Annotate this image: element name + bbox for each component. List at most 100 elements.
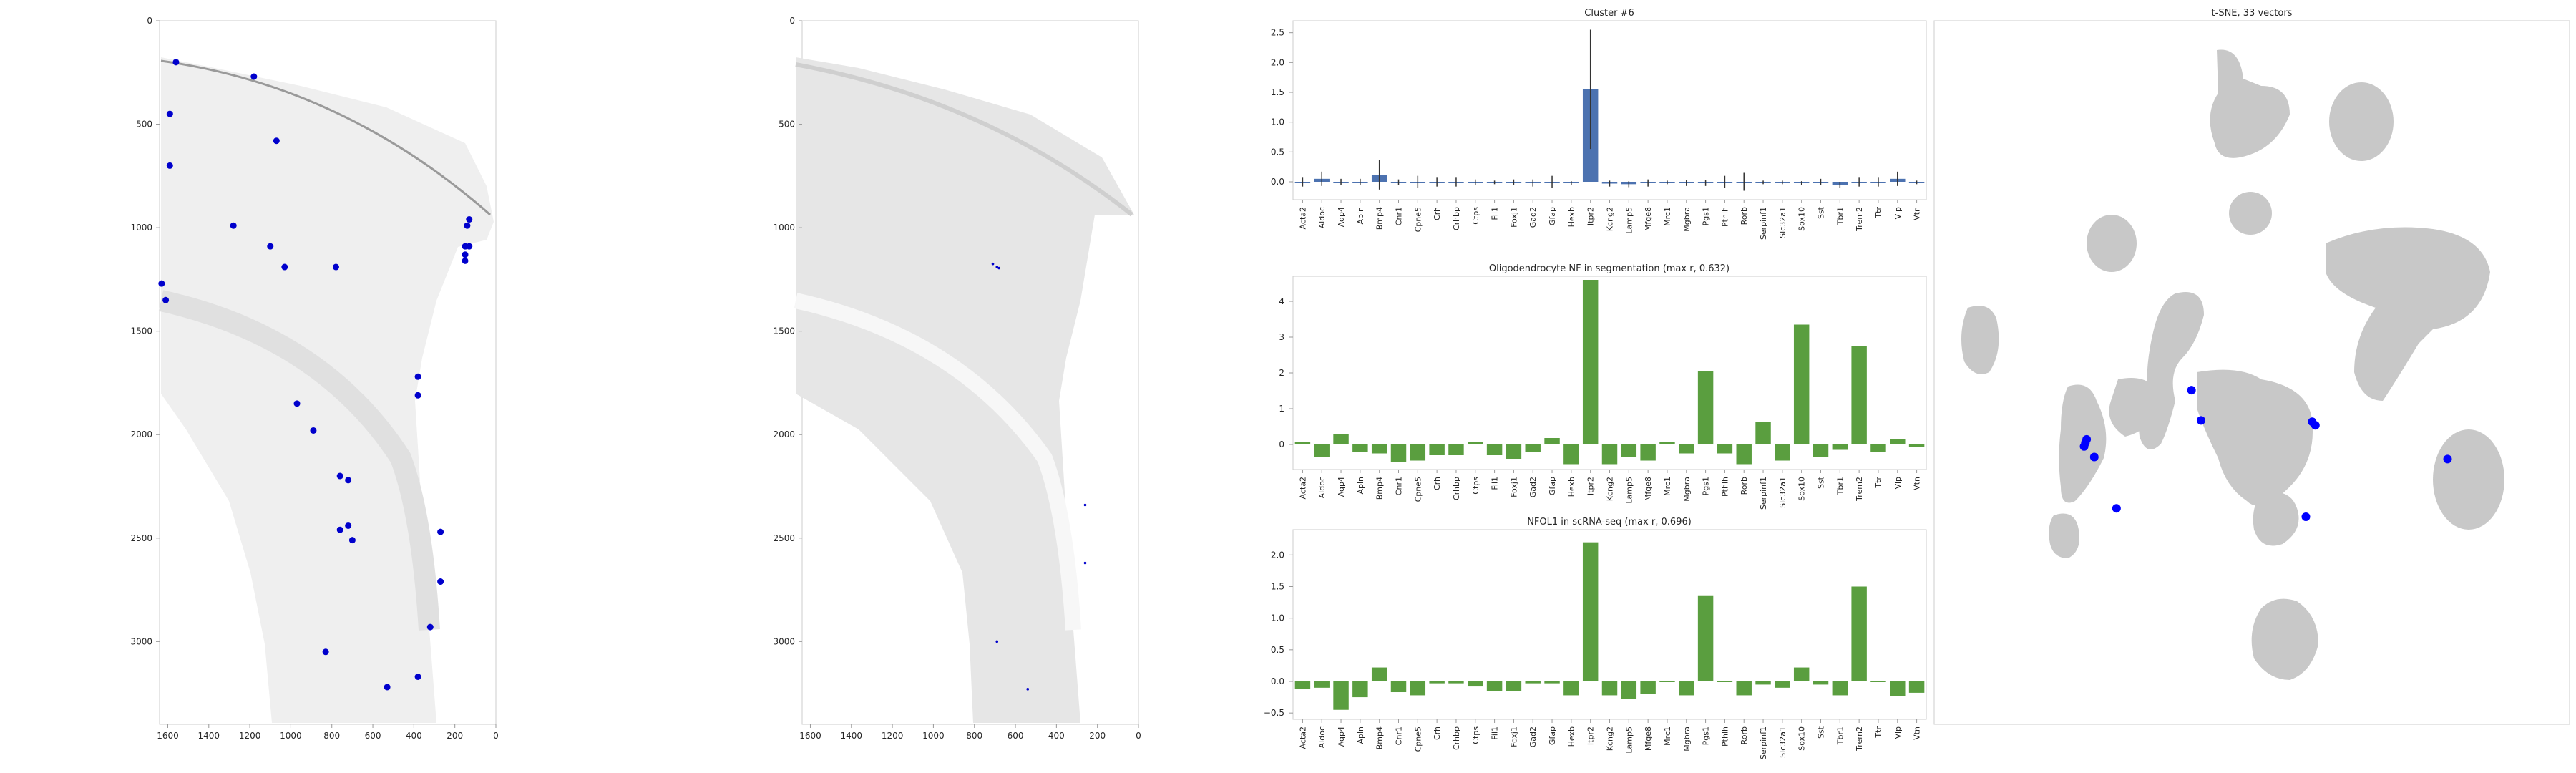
- highlight-point: [281, 263, 288, 271]
- tsne-cluster-l: [2433, 429, 2504, 530]
- x-tick-label: Acta2: [1298, 726, 1307, 749]
- tsne-cluster-e: [1961, 306, 1999, 374]
- spatial-detail-ticks: 1600 1400 1200 1000 800 600 400 200 005001000150…: [773, 16, 1141, 741]
- bar: [1352, 681, 1368, 698]
- tsne-clusters: [1961, 49, 2504, 680]
- y-tick-label: 2500: [773, 533, 795, 543]
- highlight-point: [426, 623, 434, 631]
- highlight-point: [166, 110, 173, 117]
- highlight-point: [437, 578, 444, 585]
- highlight-point: [414, 392, 421, 399]
- bar: [1908, 681, 1925, 693]
- tsne-highlight-points: [2079, 386, 2452, 522]
- highlight-point: [273, 137, 280, 145]
- bar: [1851, 346, 1867, 444]
- tsne-highlight-point: [2187, 386, 2196, 395]
- highlight-point: [267, 243, 274, 250]
- x-tick-label: Rorb: [1740, 477, 1749, 495]
- y-tick-label: 1.0: [1271, 613, 1284, 623]
- x-tick-label: Fil1: [1491, 726, 1500, 740]
- x-tick-label: 400: [406, 731, 422, 741]
- tsne-cluster-i: [2197, 369, 2313, 506]
- x-tick-label: Crh: [1433, 726, 1442, 740]
- bar: [1890, 681, 1906, 696]
- highlight-point: [162, 296, 170, 303]
- x-tick-label: Slc32a1: [1778, 477, 1787, 508]
- x-tick-label: Gad2: [1528, 726, 1538, 747]
- y-tick-label: 1000: [773, 223, 795, 233]
- bar: [1544, 438, 1560, 444]
- bar: [1333, 681, 1349, 710]
- bar: [1813, 444, 1829, 457]
- x-tick-label: Cpne5: [1413, 207, 1423, 232]
- bar: [1371, 667, 1387, 681]
- x-tick-label: Pthlh: [1720, 207, 1729, 227]
- x-tick-label: Lamp5: [1624, 726, 1634, 754]
- tsne-highlight-point: [2196, 416, 2205, 425]
- x-tick-label: Apln: [1356, 477, 1365, 495]
- x-tick-label: 1000: [280, 731, 302, 741]
- bar: [1314, 681, 1330, 688]
- y-tick-label: 2500: [130, 533, 152, 543]
- nfol1-bars: −0.5 0.0 0.5 1.0 1.5 2.0 Acta2 Aldoc Aqp4 Apln Bmp…: [1264, 542, 1925, 759]
- bar: [1793, 324, 1810, 444]
- x-tick-label: Cnr1: [1395, 207, 1404, 225]
- bar: [1601, 444, 1618, 465]
- x-tick-label: Foxj1: [1509, 207, 1518, 228]
- y-tick-label: 2.0: [1271, 550, 1284, 560]
- bar: [1870, 444, 1886, 452]
- y-tick-label: 0.5: [1271, 147, 1284, 157]
- x-tick-label: Gad2: [1528, 207, 1538, 228]
- x-tick-label: Rorb: [1740, 207, 1749, 225]
- y-tick-label: 500: [136, 120, 152, 130]
- x-tick-label: Mrc1: [1663, 207, 1672, 226]
- tsne-cluster-c: [2229, 192, 2272, 235]
- tsne-highlight-point: [2079, 442, 2089, 451]
- tsne-highlight-point: [2311, 421, 2320, 430]
- highlight-point: [437, 528, 444, 535]
- y-tick-label: 0: [147, 16, 152, 26]
- bar: [1429, 681, 1445, 684]
- y-tick-label: 1500: [130, 326, 152, 336]
- bar: [1659, 442, 1675, 444]
- nf-segmentation-bar-chart: Oligodendrocyte NF in segmentation (max …: [1279, 263, 1927, 510]
- x-tick-label: Hexb: [1567, 477, 1576, 497]
- bar: [1563, 681, 1579, 696]
- bar: [1582, 542, 1599, 681]
- bar: [1697, 595, 1714, 681]
- x-tick-label: Ctps: [1471, 477, 1480, 495]
- x-tick-label: Crhbp: [1452, 207, 1461, 230]
- x-tick-label: 200: [1089, 731, 1106, 741]
- tsne-title: t-SNE, 33 vectors: [2212, 8, 2293, 19]
- x-tick-label: Tbr1: [1835, 207, 1845, 225]
- x-tick-label: Kcng2: [1606, 207, 1615, 231]
- x-tick-label: Hexb: [1567, 726, 1576, 747]
- bar: [1429, 444, 1445, 455]
- y-tick-label: 1.5: [1271, 87, 1284, 97]
- spatial-highlight-panel: 1600 1400 1200 1000 800 600 400 200 005001000150…: [130, 16, 498, 741]
- highlight-point: [991, 262, 995, 266]
- highlight-point: [158, 280, 165, 287]
- x-tick-label: Ttr: [1874, 207, 1883, 219]
- highlight-point: [345, 477, 352, 484]
- x-tick-label: Crhbp: [1452, 726, 1461, 750]
- bar: [1890, 439, 1906, 444]
- y-tick-label: 2000: [130, 429, 152, 439]
- tsne-cluster-h: [2109, 378, 2161, 437]
- x-tick-label: Serpinf1: [1759, 477, 1768, 510]
- x-tick-label: Vip: [1893, 207, 1903, 219]
- tissue-fiber-line: [160, 59, 491, 216]
- x-tick-label: 1400: [841, 731, 863, 741]
- bar: [1294, 442, 1311, 444]
- bar: [1486, 681, 1503, 691]
- highlight-point: [384, 684, 391, 691]
- tissue-inner-detail: [794, 293, 1081, 631]
- bar: [1736, 681, 1752, 696]
- x-tick-label: Tbr1: [1835, 726, 1845, 745]
- y-tick-label: 2.5: [1271, 28, 1284, 38]
- x-tick-label: Kcng2: [1606, 726, 1615, 751]
- bar: [1717, 444, 1733, 454]
- x-tick-label: Cpne5: [1413, 477, 1423, 502]
- x-tick-label: Bmp4: [1375, 726, 1385, 749]
